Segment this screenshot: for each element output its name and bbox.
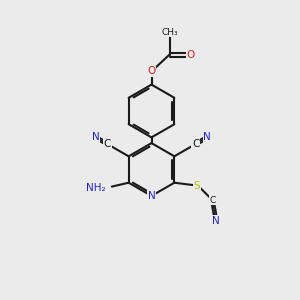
Text: N: N [148, 191, 155, 201]
Text: NH₂: NH₂ [85, 183, 105, 193]
Text: O: O [187, 50, 195, 60]
Text: N: N [203, 132, 211, 142]
Text: C: C [192, 139, 200, 149]
Text: N: N [212, 216, 220, 226]
Text: N: N [92, 132, 100, 142]
Text: C: C [103, 139, 111, 149]
Text: O: O [147, 66, 156, 76]
Text: S: S [194, 181, 200, 191]
Text: CH₃: CH₃ [161, 28, 178, 37]
Text: C: C [209, 196, 216, 205]
